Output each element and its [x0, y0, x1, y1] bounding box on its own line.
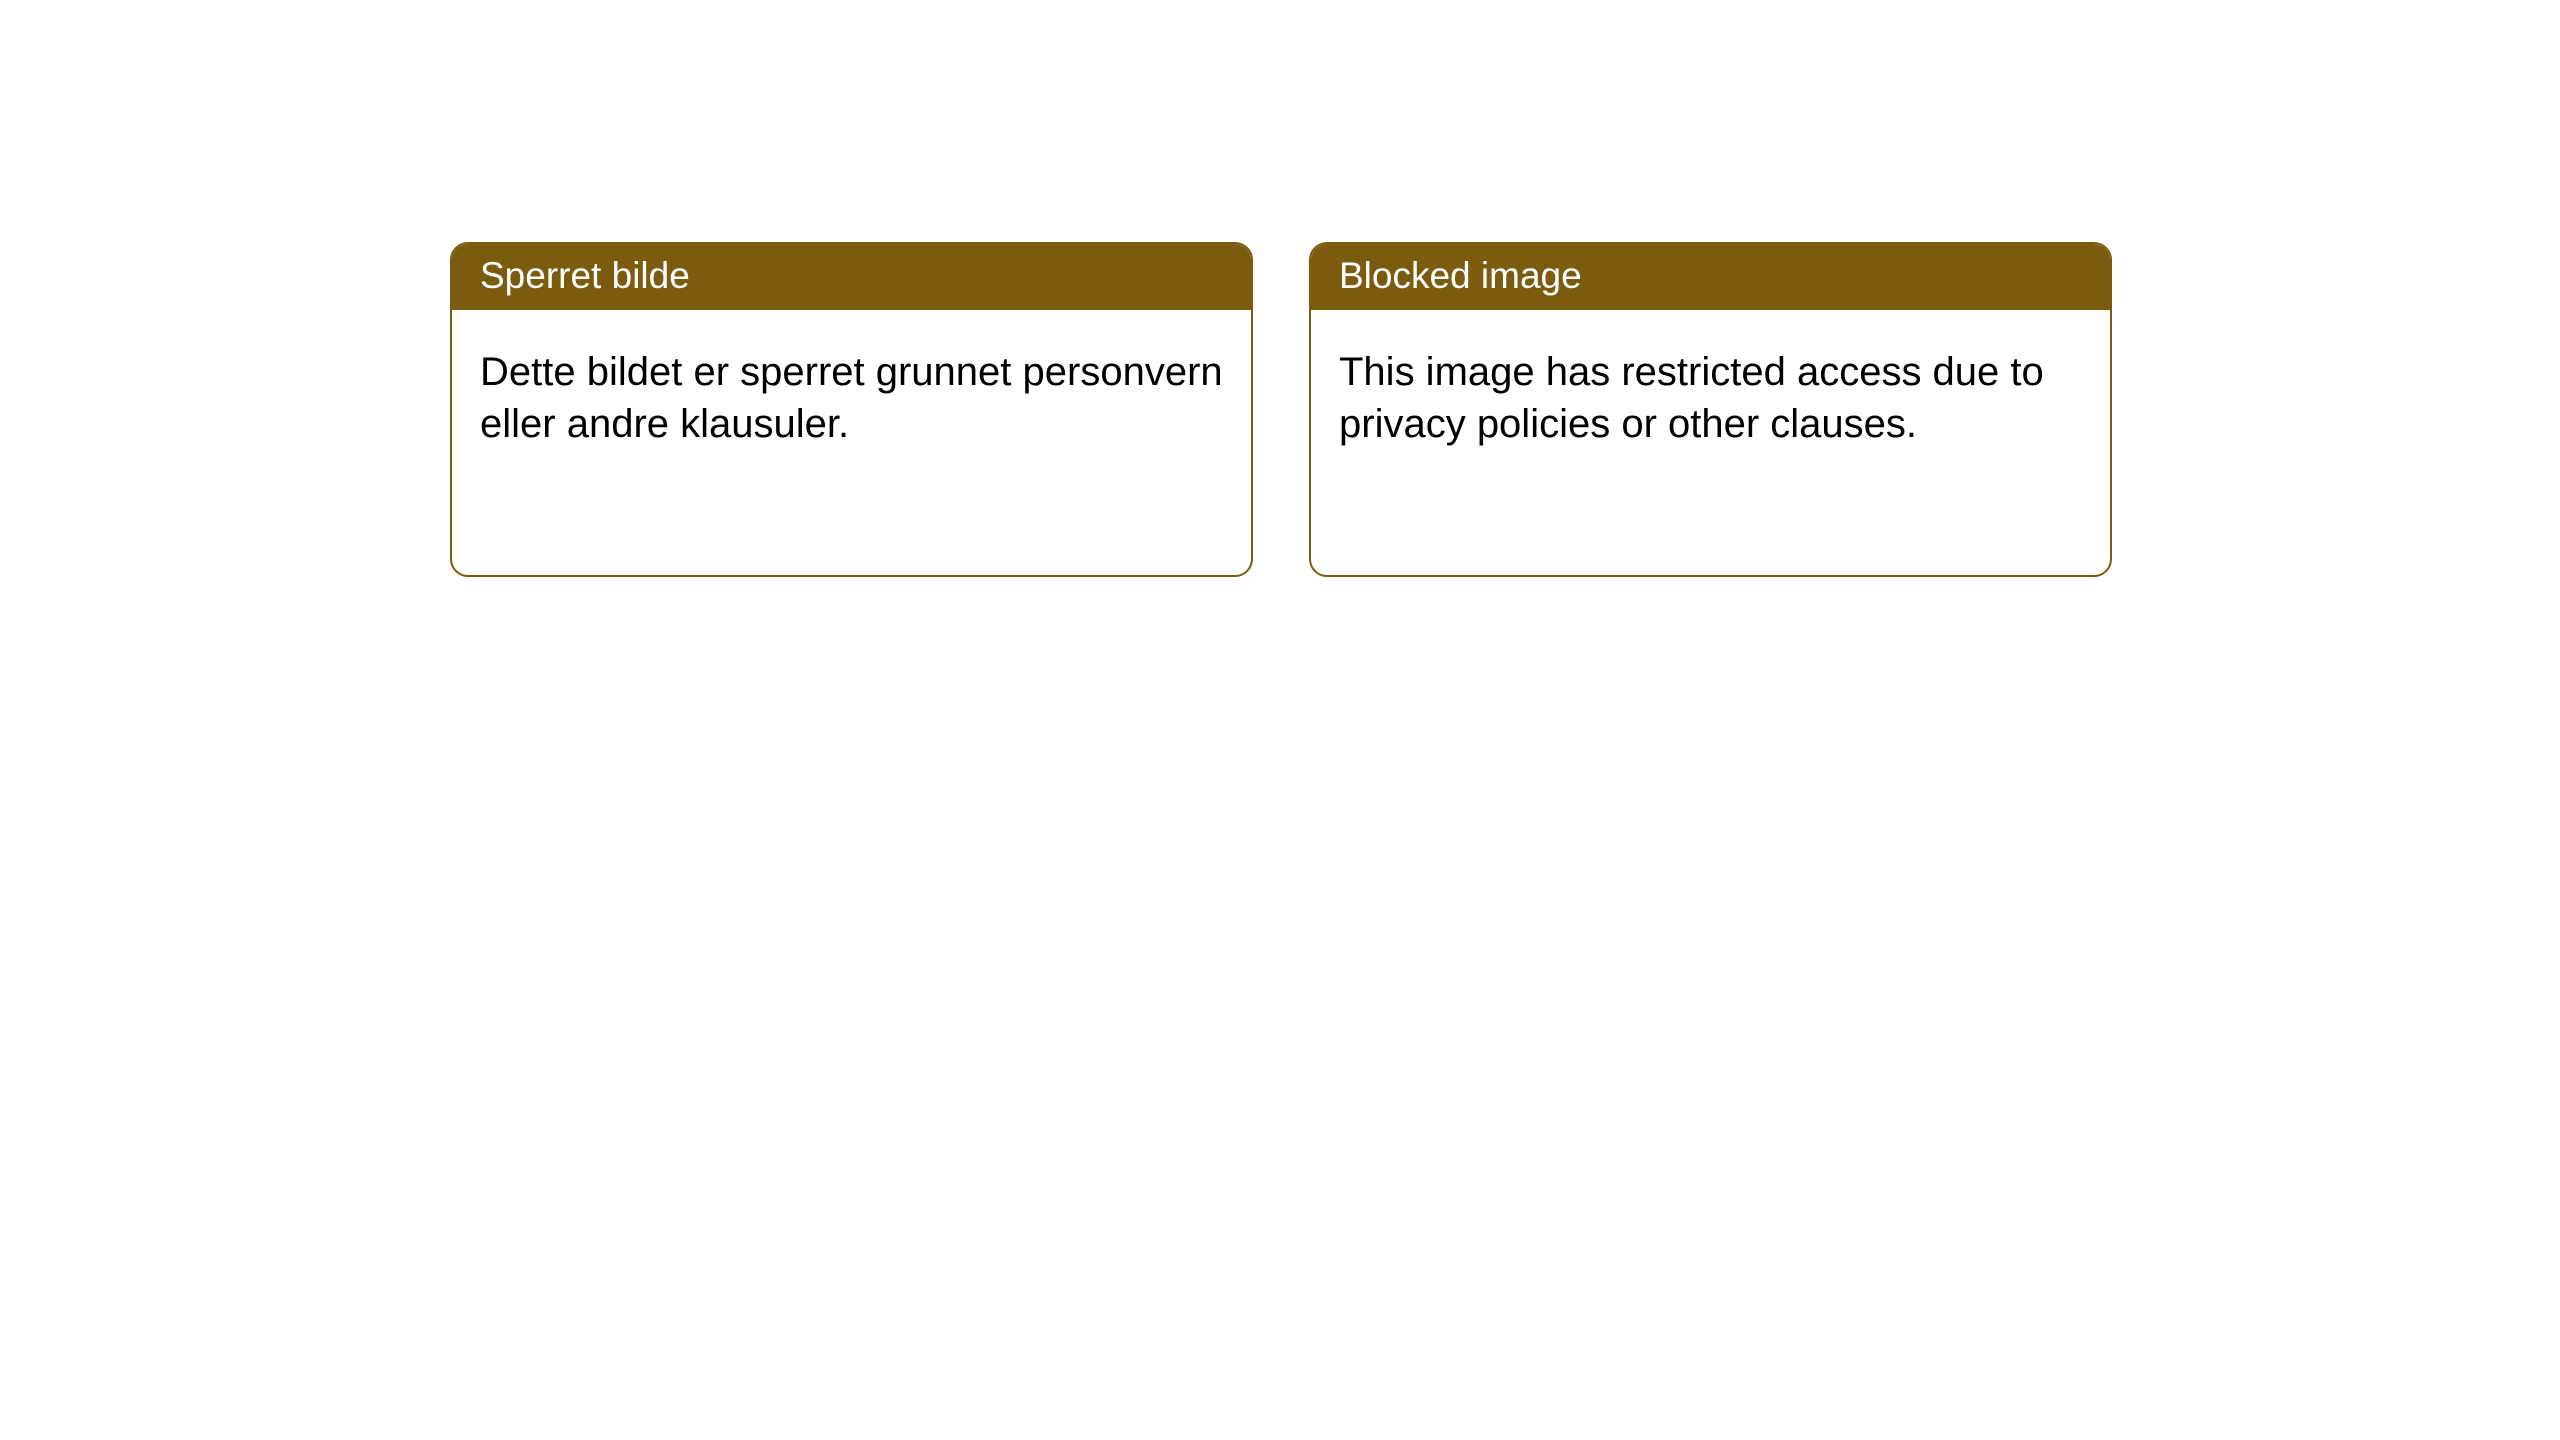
- notice-card-english: Blocked image This image has restricted …: [1309, 242, 2112, 577]
- notice-body: Dette bildet er sperret grunnet personve…: [452, 310, 1251, 478]
- notice-body: This image has restricted access due to …: [1311, 310, 2110, 478]
- notice-card-norwegian: Sperret bilde Dette bildet er sperret gr…: [450, 242, 1253, 577]
- notice-header: Sperret bilde: [452, 244, 1251, 310]
- notice-container: Sperret bilde Dette bildet er sperret gr…: [0, 0, 2560, 577]
- notice-header: Blocked image: [1311, 244, 2110, 310]
